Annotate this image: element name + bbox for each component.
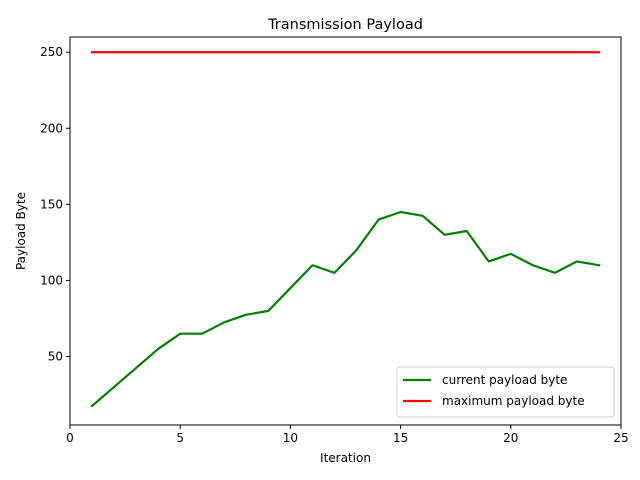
- legend-label-2: maximum payload byte: [442, 394, 585, 408]
- plot-area: [90, 51, 601, 408]
- series-line-1: [90, 210, 601, 408]
- axes: 0 5 10 15 20 25 50 100 150 200 250: [40, 36, 629, 445]
- legend: current payload byte maximum payload byte: [396, 366, 615, 418]
- x-tick-label: 25: [613, 431, 628, 445]
- x-tick-label: 10: [283, 431, 298, 445]
- x-tick-label: 15: [393, 431, 408, 445]
- y-tick-label: 50: [48, 350, 63, 364]
- axes-frame: [69, 36, 622, 426]
- x-tick-label: 0: [66, 431, 74, 445]
- y-axis-label: Payload Byte: [14, 192, 28, 270]
- y-tick-label: 150: [40, 197, 63, 211]
- legend-box: [396, 366, 615, 418]
- y-tick-label: 100: [40, 273, 63, 287]
- chart-title: Transmission Payload: [267, 17, 423, 33]
- y-tick-label: 200: [40, 121, 63, 135]
- x-tick-label: 5: [176, 431, 184, 445]
- x-tick-label: 20: [503, 431, 518, 445]
- legend-label-1: current payload byte: [442, 373, 567, 387]
- y-tick-label: 250: [40, 45, 63, 59]
- x-axis-label: Iteration: [320, 451, 371, 465]
